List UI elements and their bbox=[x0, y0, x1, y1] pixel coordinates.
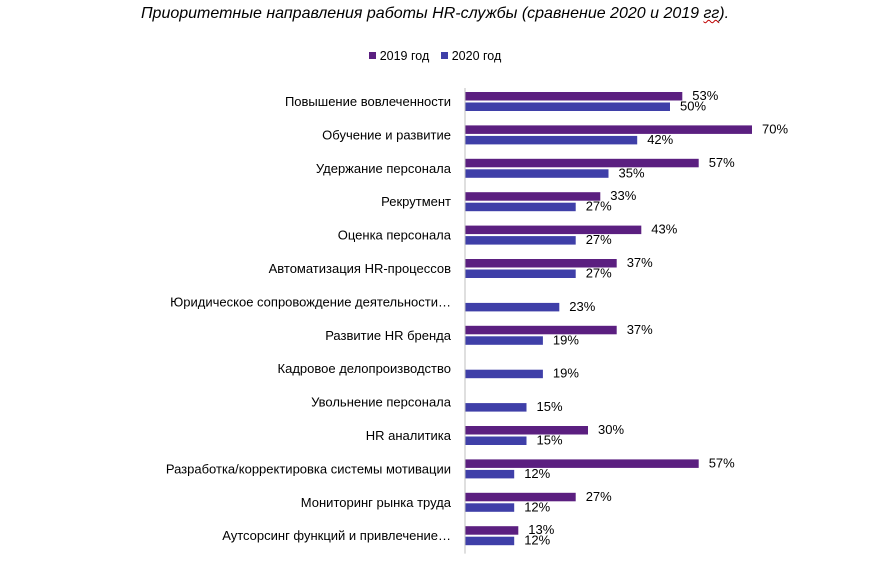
legend-item-2020: 2020 год bbox=[440, 49, 501, 63]
data-label: 15% bbox=[537, 433, 563, 448]
category-label: Обучение и развитие bbox=[322, 127, 451, 142]
data-label: 19% bbox=[553, 366, 579, 381]
legend-swatch-2020 bbox=[440, 52, 448, 60]
category-label: Повышение вовлеченности bbox=[285, 94, 451, 109]
category-label: Разработка/корректировка системы мотивац… bbox=[166, 461, 451, 476]
data-label: 12% bbox=[524, 499, 550, 514]
bar-2019 bbox=[465, 259, 617, 268]
bar-2020 bbox=[465, 336, 543, 345]
bar-2020 bbox=[465, 102, 670, 111]
bar-2019 bbox=[465, 158, 699, 168]
data-label: 30% bbox=[598, 422, 624, 437]
legend-swatch-2019 bbox=[368, 52, 376, 60]
category-label: Кадровое делопроизводство bbox=[278, 361, 451, 376]
data-label: 37% bbox=[627, 322, 653, 337]
data-label: 57% bbox=[709, 155, 735, 170]
bar-2019 bbox=[465, 192, 601, 201]
data-label: 33% bbox=[610, 188, 636, 203]
data-label: 27% bbox=[586, 232, 612, 247]
data-label: 53% bbox=[692, 88, 718, 103]
bar-2020 bbox=[465, 436, 527, 445]
bar-2020 bbox=[465, 369, 543, 379]
bar-2020 bbox=[465, 503, 515, 512]
bar-2020 bbox=[465, 169, 609, 178]
bar-2020 bbox=[465, 236, 576, 245]
data-label: 13% bbox=[528, 522, 554, 537]
category-label: Мониторинг рынка труда bbox=[301, 495, 452, 510]
bar-2019 bbox=[465, 426, 588, 435]
data-label: 19% bbox=[553, 332, 579, 347]
chart-title: Приоритетные направления работы HR-служб… bbox=[140, 5, 730, 22]
bar-2019 bbox=[465, 459, 699, 468]
data-label: 37% bbox=[627, 255, 653, 270]
bar-2020 bbox=[465, 202, 576, 212]
category-label: Аутсорсинг функций и привлечение… bbox=[222, 528, 451, 543]
data-label: 42% bbox=[647, 132, 673, 147]
category-label: Удержание персонала bbox=[316, 161, 452, 176]
bar-2020 bbox=[465, 135, 638, 145]
bar-2019 bbox=[465, 526, 519, 535]
data-label: 43% bbox=[651, 222, 677, 237]
category-label: Развитие HR бренда bbox=[325, 328, 452, 343]
bar-2020 bbox=[465, 469, 515, 479]
data-label: 23% bbox=[569, 299, 595, 314]
bar-2019 bbox=[465, 125, 752, 134]
bar-2019 bbox=[465, 492, 576, 502]
legend: 2019 год 2020 год bbox=[0, 49, 870, 63]
category-label: Юридическое сопровождение деятельности… bbox=[170, 294, 451, 309]
bar-2020 bbox=[465, 269, 576, 278]
bar-2019 bbox=[465, 92, 683, 101]
data-label: 70% bbox=[762, 121, 788, 136]
category-label: Оценка персонала bbox=[338, 228, 452, 243]
data-label: 50% bbox=[680, 99, 706, 114]
category-label: Увольнение персонала bbox=[311, 395, 452, 410]
bar-2019 bbox=[465, 325, 617, 335]
data-label: 12% bbox=[524, 533, 550, 548]
legend-item-2019: 2019 год bbox=[368, 49, 429, 63]
bar-2020 bbox=[465, 403, 527, 412]
data-label: 27% bbox=[586, 199, 612, 214]
data-label: 57% bbox=[709, 455, 735, 470]
category-label: Рекрутмент bbox=[381, 194, 451, 209]
bar-2020 bbox=[465, 536, 515, 546]
category-label: Автоматизация HR-процессов bbox=[269, 261, 451, 276]
data-label: 27% bbox=[586, 489, 612, 504]
data-label: 27% bbox=[586, 266, 612, 281]
category-label: HR аналитика bbox=[366, 428, 452, 443]
bar-2020 bbox=[465, 302, 560, 312]
data-label: 12% bbox=[524, 466, 550, 481]
data-label: 35% bbox=[619, 165, 645, 180]
bar-2019 bbox=[465, 225, 642, 235]
data-label: 15% bbox=[537, 399, 563, 414]
